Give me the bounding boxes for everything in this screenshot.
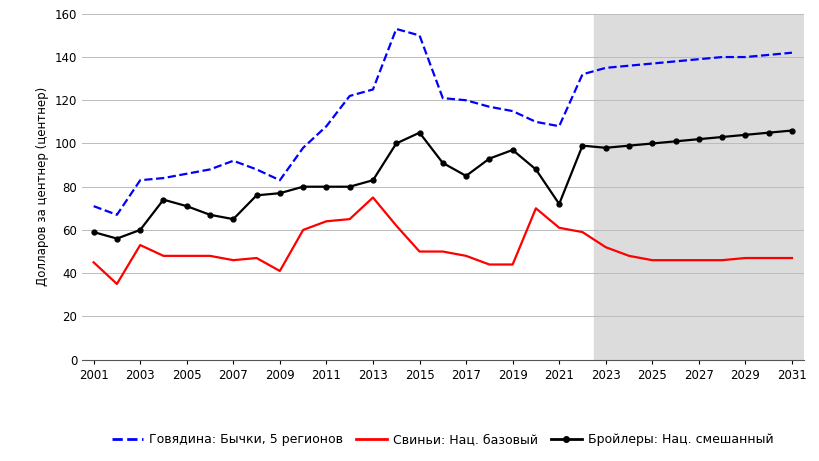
Legend: Говядина: Бычки, 5 регионов, Свиньи: Нац. базовый, Бройлеры: Нац. смешанный: Говядина: Бычки, 5 регионов, Свиньи: Нац… (106, 428, 778, 451)
Bar (594, 14, 803, 360)
Y-axis label: Долларов за центнер (центнер): Долларов за центнер (центнер) (36, 87, 49, 286)
